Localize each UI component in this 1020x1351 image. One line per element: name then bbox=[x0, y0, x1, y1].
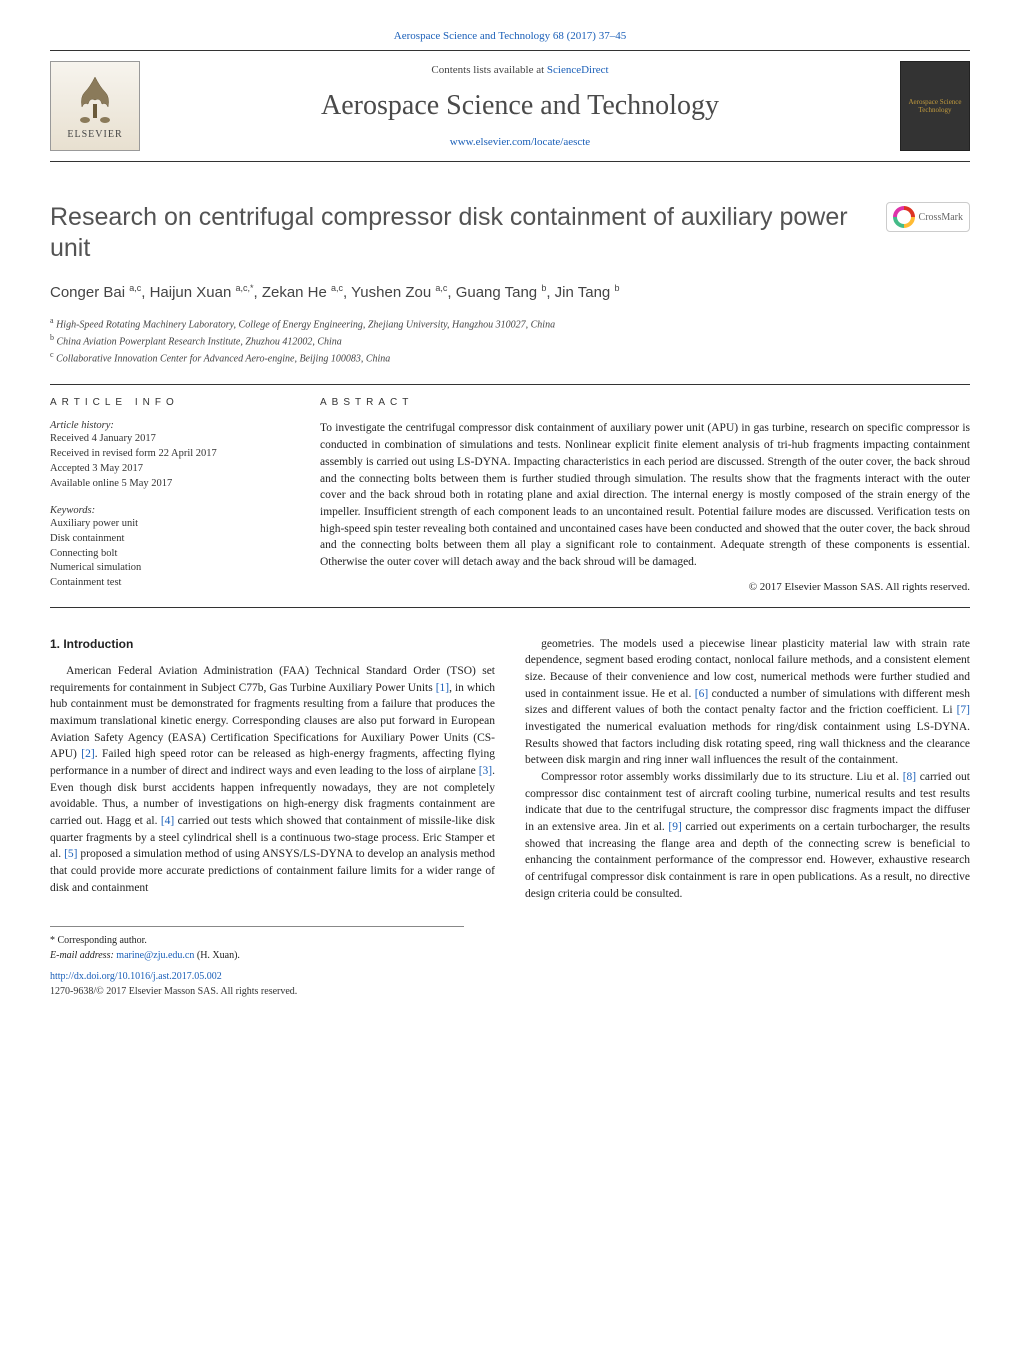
keywords-label: Keywords: bbox=[50, 505, 280, 516]
crossmark-label: CrossMark bbox=[919, 212, 963, 223]
journal-citation: Aerospace Science and Technology 68 (201… bbox=[50, 30, 970, 42]
keyword-line: Numerical simulation bbox=[50, 561, 280, 576]
banner-center: Contents lists available at ScienceDirec… bbox=[140, 64, 900, 148]
history-lines: Received 4 January 2017Received in revis… bbox=[50, 432, 280, 491]
abstract-copyright: © 2017 Elsevier Masson SAS. All rights r… bbox=[320, 581, 970, 593]
affiliation-line: a High-Speed Rotating Machinery Laborato… bbox=[50, 315, 970, 332]
sciencedirect-link[interactable]: ScienceDirect bbox=[547, 64, 609, 76]
crossmark-badge[interactable]: CrossMark bbox=[886, 202, 970, 232]
reference-link[interactable]: [1] bbox=[436, 682, 449, 694]
reference-link[interactable]: [3] bbox=[479, 765, 492, 777]
citation-link[interactable]: Aerospace Science and Technology 68 (201… bbox=[394, 30, 626, 42]
body-paragraph: Compressor rotor assembly works dissimil… bbox=[525, 769, 970, 902]
keyword-line: Auxiliary power unit bbox=[50, 517, 280, 532]
doi-link[interactable]: http://dx.doi.org/10.1016/j.ast.2017.05.… bbox=[50, 969, 464, 984]
keyword-line: Disk containment bbox=[50, 532, 280, 547]
info-abstract-row: ARTICLE INFO Article history: Received 4… bbox=[50, 397, 970, 592]
page-container: Aerospace Science and Technology 68 (201… bbox=[0, 0, 1020, 1039]
article-title: Research on centrifugal compressor disk … bbox=[50, 202, 886, 265]
crossmark-icon bbox=[893, 206, 915, 228]
abstract-text: To investigate the centrifugal compresso… bbox=[320, 420, 970, 570]
journal-home-link[interactable]: www.elsevier.com/locate/aescte bbox=[450, 136, 590, 148]
section-heading: 1. Introduction bbox=[50, 636, 495, 653]
reference-link[interactable]: [9] bbox=[668, 821, 681, 833]
reference-link[interactable]: [8] bbox=[903, 771, 916, 783]
history-label: Article history: bbox=[50, 420, 280, 431]
reference-link[interactable]: [6] bbox=[695, 688, 708, 700]
email-link[interactable]: marine@zju.edu.cn bbox=[116, 950, 194, 961]
article-title-row: Research on centrifugal compressor disk … bbox=[50, 202, 970, 265]
footer: * Corresponding author. E-mail address: … bbox=[50, 926, 464, 999]
abstract-heading: ABSTRACT bbox=[320, 397, 970, 408]
body-paragraph: American Federal Aviation Administration… bbox=[50, 663, 495, 896]
article-info-heading: ARTICLE INFO bbox=[50, 397, 280, 408]
contents-available-line: Contents lists available at ScienceDirec… bbox=[160, 64, 880, 76]
keyword-line: Connecting bolt bbox=[50, 547, 280, 562]
email-suffix: (H. Xuan). bbox=[194, 950, 240, 961]
body-text: 1. Introduction American Federal Aviatio… bbox=[50, 636, 970, 903]
history-line: Accepted 3 May 2017 bbox=[50, 462, 280, 477]
keyword-line: Containment test bbox=[50, 576, 280, 591]
history-line: Available online 5 May 2017 bbox=[50, 477, 280, 492]
history-line: Received 4 January 2017 bbox=[50, 432, 280, 447]
abstract-column: ABSTRACT To investigate the centrifugal … bbox=[320, 397, 970, 592]
issn-copyright: 1270-9638/© 2017 Elsevier Masson SAS. Al… bbox=[50, 984, 464, 999]
history-line: Received in revised form 22 April 2017 bbox=[50, 447, 280, 462]
author-list: Conger Bai a,c, Haijun Xuan a,c,*, Zekan… bbox=[50, 283, 970, 301]
article-info-column: ARTICLE INFO Article history: Received 4… bbox=[50, 397, 280, 592]
corresponding-author-note: * Corresponding author. bbox=[50, 933, 464, 948]
keywords-lines: Auxiliary power unitDisk containmentConn… bbox=[50, 517, 280, 590]
affiliations: a High-Speed Rotating Machinery Laborato… bbox=[50, 315, 970, 367]
cover-text: Aerospace Science Technology bbox=[905, 98, 965, 115]
email-line: E-mail address: marine@zju.edu.cn (H. Xu… bbox=[50, 948, 464, 963]
keywords-block: Keywords: Auxiliary power unitDisk conta… bbox=[50, 505, 280, 590]
divider-bottom bbox=[50, 607, 970, 608]
journal-banner: ELSEVIER Contents lists available at Sci… bbox=[50, 50, 970, 162]
journal-cover-thumbnail[interactable]: Aerospace Science Technology bbox=[900, 61, 970, 151]
divider-top bbox=[50, 384, 970, 385]
reference-link[interactable]: [2] bbox=[81, 748, 94, 760]
email-label: E-mail address: bbox=[50, 950, 116, 961]
reference-link[interactable]: [5] bbox=[64, 848, 77, 860]
publisher-name: ELSEVIER bbox=[67, 129, 122, 140]
elsevier-tree-icon bbox=[70, 72, 120, 127]
reference-link[interactable]: [7] bbox=[957, 704, 970, 716]
reference-link[interactable]: [4] bbox=[161, 815, 174, 827]
affiliation-line: b China Aviation Powerplant Research Ins… bbox=[50, 332, 970, 349]
contents-prefix: Contents lists available at bbox=[431, 64, 546, 76]
journal-homepage: www.elsevier.com/locate/aescte bbox=[160, 136, 880, 148]
affiliation-line: c Collaborative Innovation Center for Ad… bbox=[50, 349, 970, 366]
publisher-logo[interactable]: ELSEVIER bbox=[50, 61, 140, 151]
journal-title: Aerospace Science and Technology bbox=[160, 90, 880, 122]
body-paragraph: geometries. The models used a piecewise … bbox=[525, 636, 970, 769]
